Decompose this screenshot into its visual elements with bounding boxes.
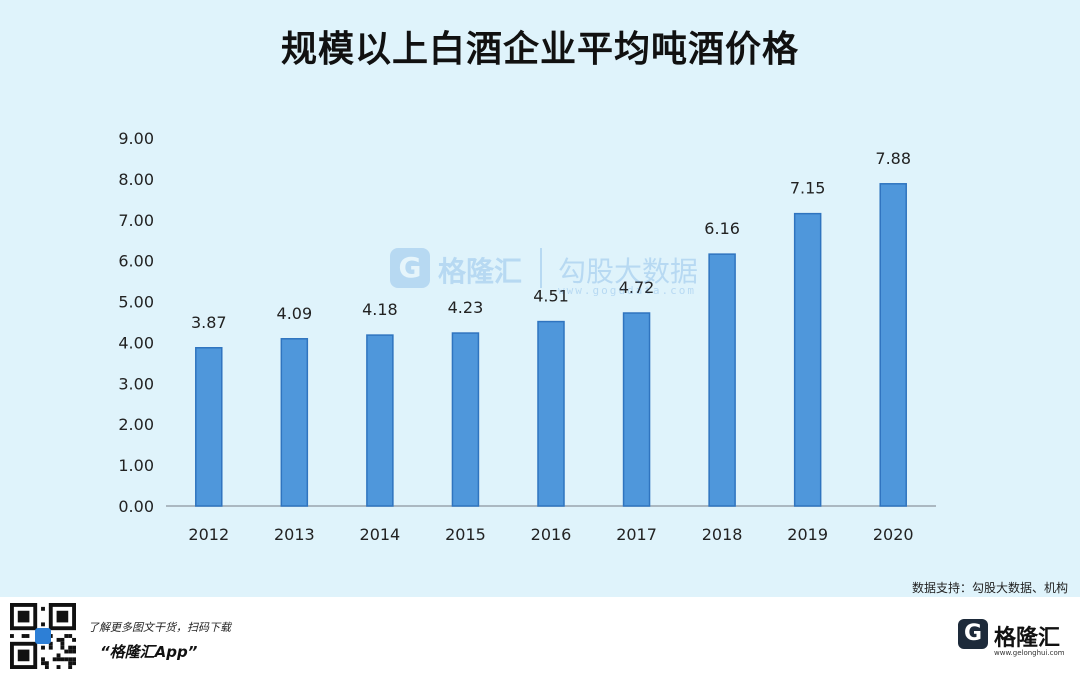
promo-text: 了解更多图文干货，扫码下载 (88, 621, 231, 634)
app-name: “格隆汇App” (100, 643, 198, 661)
data-label-2013: 4.09 (277, 304, 313, 323)
data-label-2016: 4.51 (533, 287, 569, 306)
data-label-2012: 3.87 (191, 313, 227, 332)
bar-2016 (537, 320, 565, 507)
bars (195, 183, 907, 507)
footer: 了解更多图文干货，扫码下载 “格隆汇App” G 格隆汇 www.gelongh… (0, 597, 1080, 677)
bar-2017 (622, 312, 651, 507)
y-axis-ticks: 0.00 1.00 2.00 3.00 4.00 5.00 6.00 7.00 8.00 9.00 (118, 129, 154, 516)
y-tick-label: 2.00 (118, 415, 154, 434)
y-tick-label: 4.00 (118, 333, 154, 352)
bar-2015 (451, 332, 480, 507)
x-tick-label: 2019 (787, 525, 828, 544)
chart-title: 规模以上白酒企业平均吨酒价格 (280, 29, 799, 70)
x-tick-label: 2018 (702, 525, 743, 544)
bar-2012 (195, 347, 223, 507)
y-tick-label: 6.00 (118, 252, 154, 271)
data-label-2018: 6.16 (704, 219, 740, 238)
data-label-2020: 7.88 (875, 149, 911, 168)
data-source: 数据支持：勾股大数据、机构 (911, 581, 1068, 595)
bar-chart: 0.00 1.00 2.00 3.00 4.00 5.00 6.00 7.00 8.00 9.00… (118, 129, 936, 544)
qr-code-icon[interactable] (10, 603, 76, 669)
y-tick-label: 7.00 (118, 211, 154, 230)
bar-2013 (280, 338, 309, 507)
bar-2019 (793, 212, 822, 507)
brand-logo-url: www.gelonghui.com (994, 649, 1065, 657)
brand-logo: G 格隆汇 www.gelonghui.com (958, 619, 1068, 659)
x-tick-label: 2015 (445, 525, 486, 544)
x-tick-label: 2017 (616, 525, 657, 544)
bar-2014 (366, 334, 394, 507)
brand-logo-icon: G (958, 619, 988, 649)
x-tick-label: 2020 (873, 525, 914, 544)
y-tick-label: 3.00 (118, 374, 154, 393)
y-tick-label: 0.00 (118, 497, 154, 516)
bar-labels: 3.87 4.09 4.18 4.23 4.51 4.72 6.16 7.15 7.88 (191, 149, 911, 332)
x-tick-label: 2013 (274, 525, 315, 544)
y-tick-label: 1.00 (118, 456, 154, 475)
bar-2018 (708, 253, 736, 507)
y-tick-label: 5.00 (118, 293, 154, 312)
bar-2020 (879, 183, 907, 507)
data-label-2015: 4.23 (448, 298, 484, 317)
y-tick-label: 8.00 (118, 170, 154, 189)
x-axis-ticks: 2012 2013 2014 2015 2016 2017 2018 2019 2020 (188, 525, 913, 544)
x-tick-label: 2016 (531, 525, 572, 544)
brand-logo-name: 格隆汇 (994, 626, 1061, 651)
y-tick-label: 9.00 (118, 129, 154, 148)
data-label-2019: 7.15 (790, 179, 826, 198)
x-tick-label: 2012 (188, 525, 229, 544)
x-tick-label: 2014 (360, 525, 401, 544)
data-label-2014: 4.18 (362, 300, 398, 319)
data-label-2017: 4.72 (619, 278, 655, 297)
